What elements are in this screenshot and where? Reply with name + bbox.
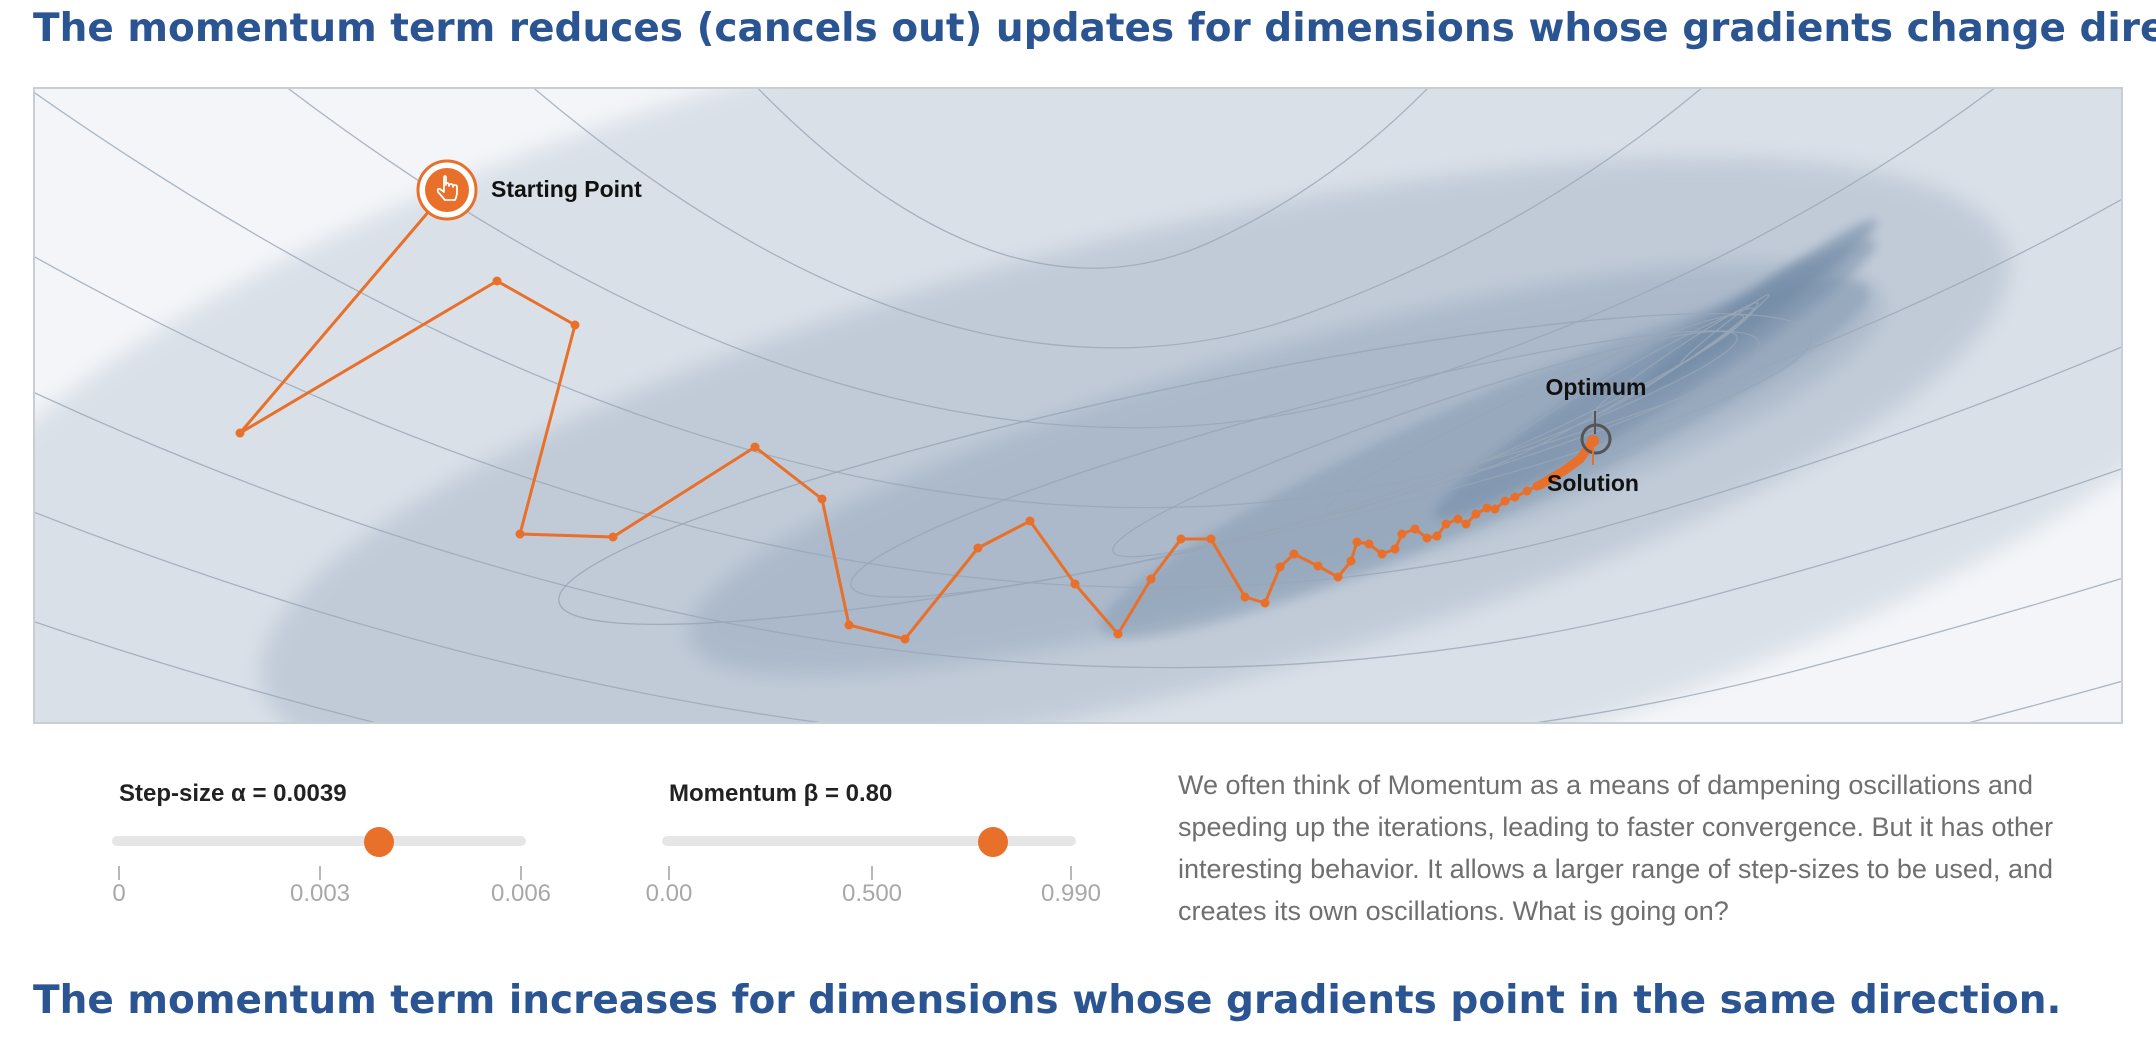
momentum-track[interactable] <box>662 836 1076 846</box>
trajectory-point <box>1522 486 1532 496</box>
trajectory-point <box>1313 561 1323 571</box>
trajectory-point <box>235 428 245 438</box>
momentum-slider[interactable]: Momentum β = 0.80 0.00 0.500 0.990 <box>646 770 1102 920</box>
solution-label: Solution <box>1547 470 1639 496</box>
trajectory-point <box>817 494 827 504</box>
contour-line <box>533 89 1702 349</box>
contour-line <box>287 89 1995 429</box>
hand-pointer-icon <box>436 175 458 201</box>
trajectory-point <box>1482 503 1492 513</box>
trajectory-point <box>844 620 854 630</box>
trajectory-point <box>1176 534 1186 544</box>
momentum-thumb[interactable] <box>977 827 1008 857</box>
description-text: We often think of Momentum as a means of… <box>1178 770 2054 926</box>
starting-point-label: Starting Point <box>491 176 642 202</box>
contour-line <box>35 392 2121 669</box>
trajectory-point <box>1146 574 1156 584</box>
contour-line <box>35 256 2121 589</box>
step-size-tick-label: 0.003 <box>289 880 351 907</box>
trajectory-point <box>900 634 910 644</box>
trajectory-point <box>1206 534 1216 544</box>
trajectory-point <box>1346 556 1356 566</box>
trajectory-point <box>1025 516 1035 526</box>
trajectory-point <box>1390 544 1400 554</box>
trajectory-point <box>1461 519 1471 529</box>
trajectory-point <box>1490 504 1500 514</box>
contour-lines <box>35 89 2121 722</box>
step-size-tick-label: 0 <box>112 880 126 907</box>
trajectory-point <box>1364 539 1374 549</box>
contour-line <box>558 312 1812 626</box>
optimum-marker: Optimum <box>1546 374 1647 455</box>
trajectory-point <box>608 532 618 542</box>
trajectory-point <box>1453 514 1463 524</box>
trajectory-point <box>1289 549 1299 559</box>
trajectory-point <box>1070 579 1080 589</box>
solution-marker: Solution <box>1547 435 1639 496</box>
contour-line <box>1680 293 1770 365</box>
bottom-heading: The momentum term increases for dimensio… <box>33 978 2062 1023</box>
trajectory-point <box>570 320 580 330</box>
contour-line <box>35 92 2121 509</box>
step-size-tick-label: 0.006 <box>490 880 552 907</box>
trajectory-point <box>1471 509 1481 519</box>
contour-line <box>757 89 1428 269</box>
top-heading: The momentum term reduces (cancels out) … <box>33 6 2156 51</box>
step-size-slider[interactable]: Step-size α = 0.0039 0 0.003 0.006 <box>112 770 552 920</box>
step-size-track[interactable] <box>112 836 526 846</box>
trajectory-point <box>492 276 502 286</box>
step-size-tick <box>118 866 120 880</box>
step-size-label: Step-size α = 0.0039 <box>119 780 347 807</box>
trajectory-point <box>1397 529 1407 539</box>
contour-plot-canvas[interactable]: Optimum Solution Starting Point <box>35 89 2121 722</box>
trajectory-point <box>1240 592 1250 602</box>
trajectory-point <box>1275 562 1285 572</box>
trajectory-point <box>1352 537 1362 547</box>
trajectory-point <box>750 442 760 452</box>
contour-line <box>1112 330 1738 558</box>
momentum-tick-label: 0.00 <box>645 880 693 907</box>
momentum-tick <box>1070 866 1072 880</box>
momentum-tick-label: 0.990 <box>1040 880 1102 907</box>
trajectory-point <box>1432 531 1442 541</box>
step-size-tick <box>319 866 321 880</box>
trajectory-point <box>1441 519 1451 529</box>
momentum-tick-label: 0.500 <box>841 880 903 907</box>
trajectory-point <box>973 543 983 553</box>
step-size-tick <box>520 866 522 880</box>
trajectory-point <box>1333 572 1343 582</box>
contour-line <box>1591 302 1759 416</box>
starting-point-handle[interactable]: Starting Point <box>416 159 642 221</box>
trajectory-point <box>1510 492 1520 502</box>
trajectory-point <box>1113 629 1123 639</box>
trajectory-point <box>1422 533 1432 543</box>
momentum-tick <box>871 866 873 880</box>
trajectory-point <box>1377 549 1387 559</box>
trajectory-point <box>1500 496 1510 506</box>
optimum-label: Optimum <box>1546 374 1647 400</box>
contour-line <box>1325 314 1745 514</box>
optimization-plot[interactable]: Optimum Solution Starting Point <box>33 87 2123 724</box>
momentum-label: Momentum β = 0.80 <box>669 780 893 807</box>
momentum-trajectory <box>238 189 1595 641</box>
trajectory-point <box>1260 598 1270 608</box>
momentum-tick <box>668 866 670 880</box>
trajectory-point <box>1410 524 1420 534</box>
contour-line <box>35 511 2121 722</box>
trajectory-point <box>515 529 525 539</box>
contour-line <box>850 330 1760 598</box>
step-size-thumb[interactable] <box>364 827 395 857</box>
